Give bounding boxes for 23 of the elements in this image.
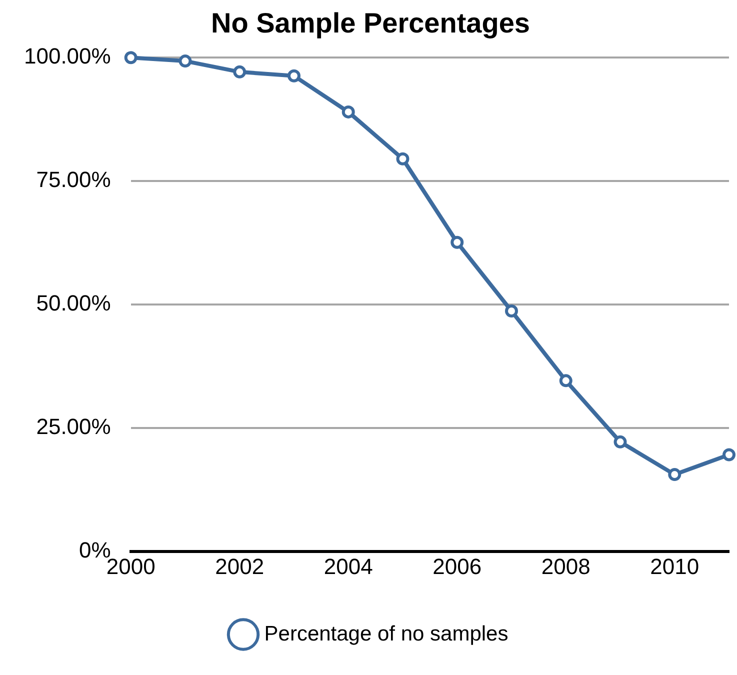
point	[722, 448, 736, 462]
chart-title: No Sample Percentages	[210, 8, 530, 39]
point	[233, 65, 246, 78]
point	[504, 304, 518, 318]
point	[450, 236, 464, 249]
x-tick-label: 2008	[541, 554, 590, 579]
x-tick-label: 2004	[324, 554, 373, 579]
point	[668, 468, 682, 482]
point	[396, 152, 410, 166]
point	[614, 435, 627, 448]
y-tick-label: 75.00%	[36, 167, 111, 192]
point	[124, 51, 138, 64]
y-tick-label: 50.00%	[36, 290, 111, 316]
y-tick-label: 25.00%	[36, 414, 111, 440]
x-tick-label: 2010	[650, 554, 700, 579]
point	[287, 69, 300, 82]
y-tick-label: 100.00%	[24, 44, 111, 69]
x-tick-label: 2006	[432, 554, 482, 579]
point	[178, 54, 192, 68]
legend-label: Percentage of no samples	[264, 622, 508, 646]
x-tick-label: 2002	[215, 554, 264, 579]
point	[559, 374, 572, 388]
point	[342, 105, 355, 118]
